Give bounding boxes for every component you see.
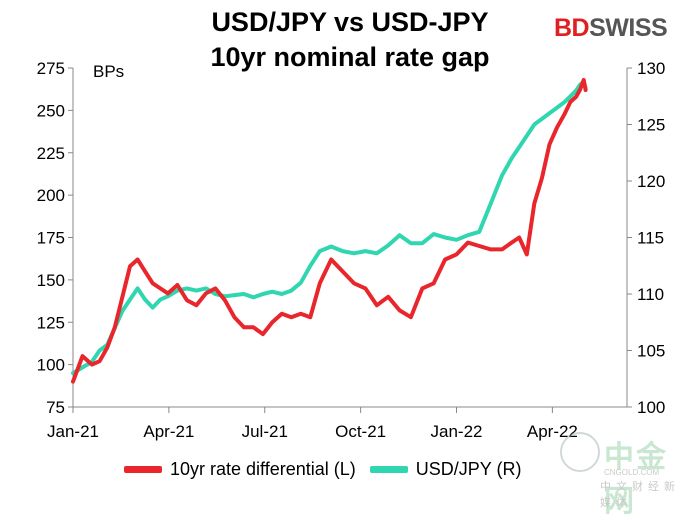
watermark: 中金网 CNGOLD.COM 中文财经新媒体: [560, 430, 690, 518]
x-tick-label: Jan-22: [431, 422, 483, 441]
chart-title-line1: USD/JPY vs USD-JPY: [211, 7, 489, 37]
left-y-tick-label: 75: [46, 398, 65, 417]
brand-logo: BDSWISS: [554, 14, 668, 43]
chart-legend: 10yr rate differential (L) USD/JPY (R): [124, 459, 535, 480]
chart-axes: 75 100 125 150 175 200 225 250 275 100 105 110 115 12…: [37, 59, 666, 441]
watermark-logo-icon: [560, 432, 600, 472]
left-y-tick-label: 150: [37, 271, 65, 290]
right-y-tick-label: 130: [637, 59, 665, 78]
x-tick-label: Apr-21: [143, 422, 194, 441]
legend-swatch-usdjpy: [369, 466, 408, 473]
left-axis-unit: BPs: [93, 62, 125, 81]
left-y-tick-label: 275: [37, 59, 65, 78]
brand-logo-part1: BD: [554, 14, 590, 42]
watermark-line2: CNGOLD.COM: [604, 468, 660, 477]
left-y-tick-label: 100: [37, 356, 65, 375]
right-y-tick-label: 100: [637, 398, 665, 417]
right-y-tick-label: 125: [637, 116, 665, 135]
series-line-rate-diff: [71, 77, 588, 384]
chart-title-line2: 10yr nominal rate gap: [210, 42, 490, 72]
left-y-tick-label: 125: [37, 313, 65, 332]
chart-series-layer: [71, 77, 588, 384]
x-tick-label: Apr-22: [527, 422, 578, 441]
left-y-tick-label: 200: [37, 186, 65, 205]
series-line-usdjpy: [71, 79, 588, 376]
right-y-tick-label: 115: [637, 229, 664, 248]
right-y-tick-label: 120: [637, 172, 665, 191]
legend-item-usdjpy: USD/JPY (R): [369, 459, 522, 480]
x-tick-label: Jul-21: [242, 422, 288, 441]
x-tick-label: Jan-21: [47, 422, 99, 441]
left-y-tick-label: 175: [37, 229, 65, 248]
legend-swatch-rate-diff: [124, 466, 162, 473]
x-tick-label: Oct-21: [335, 422, 386, 441]
left-y-tick-label: 225: [37, 144, 65, 163]
right-y-tick-label: 110: [637, 285, 664, 304]
watermark-line3: 中文财经新媒体: [600, 481, 680, 509]
chart-canvas: 75 100 125 150 175 200 225 250 275 100 105 110 115 12…: [37, 59, 666, 441]
legend-label-rate-diff: 10yr rate differential (L): [170, 459, 356, 479]
legend-item-rate-diff: 10yr rate differential (L): [124, 459, 356, 480]
left-y-tick-label: 250: [37, 101, 65, 120]
legend-label-usdjpy: USD/JPY (R): [415, 459, 522, 479]
brand-logo-part2: SWISS: [589, 14, 668, 42]
right-y-tick-label: 105: [637, 342, 665, 361]
